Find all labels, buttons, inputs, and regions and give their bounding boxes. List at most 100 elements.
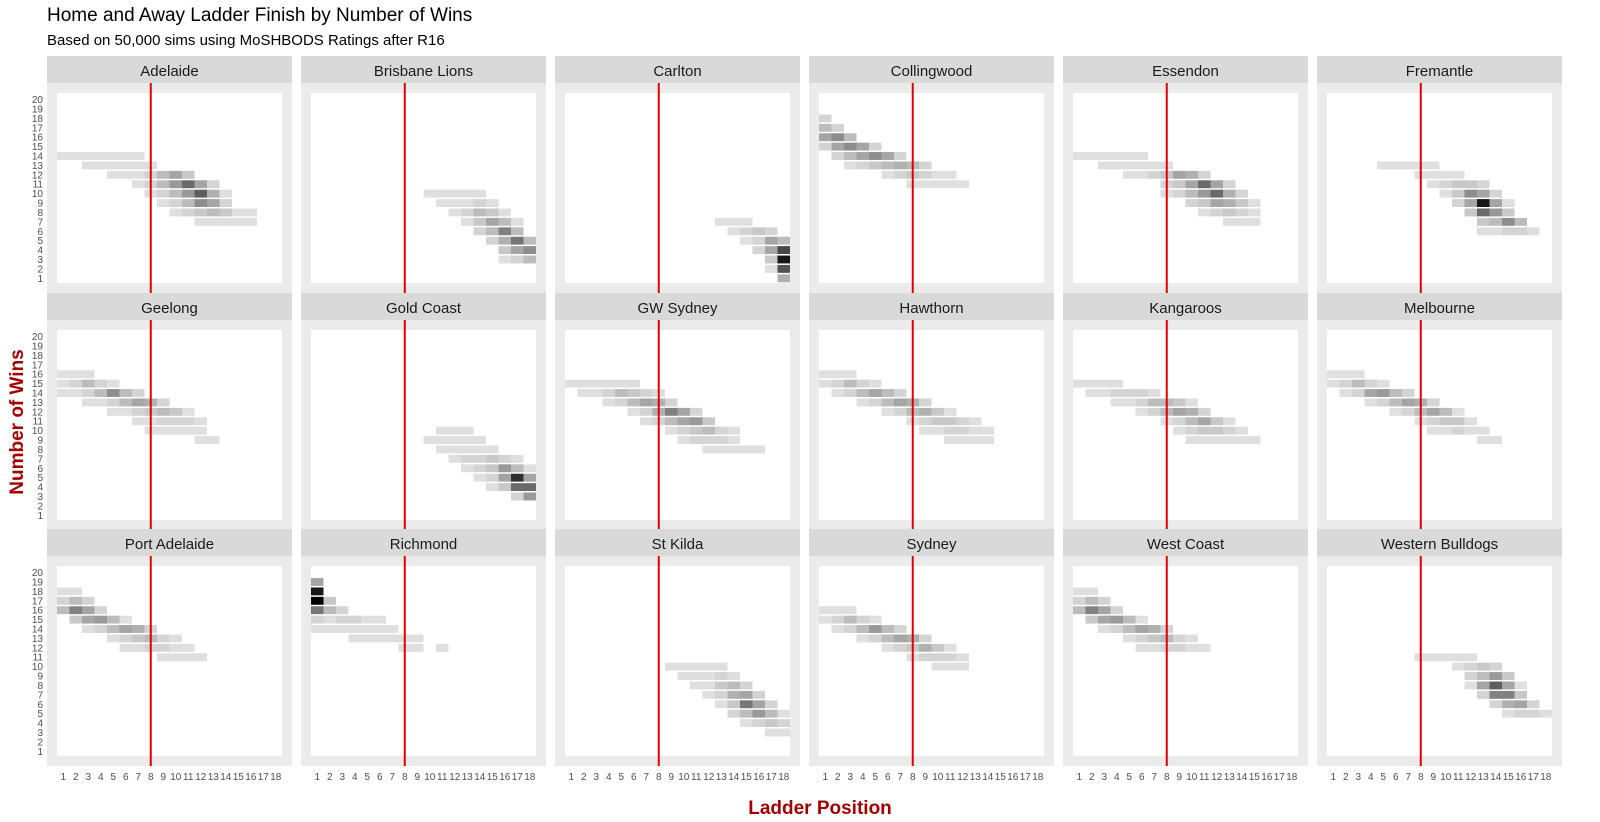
cell-richmond (373, 615, 386, 624)
cell-port-adelaide (82, 606, 95, 615)
cell-kangaroos (1185, 407, 1198, 416)
cell-sydney (869, 615, 882, 624)
cell-west-coast (1073, 587, 1086, 596)
cell-geelong (57, 379, 70, 388)
strip-essendon (1063, 56, 1308, 83)
cell-brisbane-lions (511, 246, 524, 255)
cell-west-coast (1135, 634, 1148, 643)
cell-western-bulldogs (1502, 700, 1515, 709)
cell-gw-sydney (602, 389, 615, 397)
cell-brisbane-lions (448, 199, 461, 207)
cell-fremantle (1489, 189, 1502, 198)
cell-fremantle (1477, 217, 1490, 226)
x-tick-label: 16 (1515, 772, 1527, 783)
cell-western-bulldogs (1514, 690, 1527, 699)
cell-essendon (1173, 170, 1186, 179)
cell-carlton (740, 217, 753, 226)
x-tick-label: 15 (995, 772, 1007, 783)
cell-sydney (819, 615, 832, 624)
cell-geelong (119, 398, 132, 407)
x-tick-label: 1 (60, 772, 66, 783)
strip-label-sydney: Sydney (906, 536, 957, 553)
x-tick-label: 16 (1261, 772, 1273, 783)
cell-essendon (1135, 152, 1148, 160)
cell-west-coast (1135, 643, 1148, 652)
cell-essendon (1110, 161, 1123, 170)
cell-port-adelaide (69, 615, 82, 624)
cell-geelong (82, 398, 95, 407)
cell-western-bulldogs (1514, 709, 1527, 718)
y-tick-label: 16 (32, 370, 44, 381)
strip-label-west-coast: West Coast (1147, 536, 1225, 553)
cell-kangaroos (1185, 436, 1198, 444)
cell-melbourne (1364, 379, 1377, 388)
cell-adelaide (119, 161, 132, 170)
cell-kangaroos (1210, 436, 1223, 444)
cell-essendon (1223, 189, 1236, 198)
cell-kangaroos (1198, 436, 1211, 444)
x-tick-label: 15 (741, 772, 753, 783)
y-tick-label: 1 (37, 747, 43, 758)
cell-carlton (777, 236, 790, 245)
cell-fremantle (1377, 161, 1390, 170)
cell-adelaide (182, 170, 195, 179)
cell-gw-sydney (615, 379, 628, 388)
cell-fremantle (1452, 199, 1465, 207)
cell-gw-sydney (702, 436, 715, 444)
cell-port-adelaide (57, 606, 70, 615)
cell-west-coast (1085, 596, 1098, 605)
cell-west-coast (1148, 634, 1161, 643)
cell-adelaide (219, 208, 232, 217)
cell-melbourne (1439, 426, 1452, 435)
cell-kangaroos (1110, 398, 1123, 407)
x-tick-label: 8 (148, 772, 154, 783)
cell-kangaroos (1110, 389, 1123, 397)
cell-essendon (1210, 189, 1223, 198)
strip-melbourne (1317, 293, 1562, 320)
cell-western-bulldogs (1477, 662, 1490, 671)
cell-west-coast (1148, 625, 1161, 633)
cell-st-kilda (715, 672, 728, 680)
cell-st-kilda (702, 681, 715, 690)
cell-richmond (311, 615, 324, 624)
y-tick-label: 13 (32, 634, 44, 645)
strip-label-gold-coast: Gold Coast (386, 300, 462, 317)
cell-sydney (856, 634, 869, 643)
cell-western-bulldogs (1477, 681, 1490, 690)
cell-melbourne (1464, 417, 1477, 426)
x-tick-label: 1 (1076, 772, 1082, 783)
cell-gw-sydney (677, 407, 690, 416)
cell-west-coast (1110, 615, 1123, 624)
cell-collingwood (956, 180, 969, 189)
cell-gold-coast (473, 445, 486, 454)
cell-gold-coast (486, 454, 499, 463)
y-tick-label: 12 (32, 643, 44, 654)
cell-richmond (311, 625, 324, 633)
cell-kangaroos (1098, 389, 1111, 397)
cell-collingwood (844, 161, 857, 170)
cell-fremantle (1464, 189, 1477, 198)
cell-port-adelaide (107, 634, 120, 643)
y-tick-label: 19 (32, 577, 44, 588)
cell-port-adelaide (157, 643, 170, 652)
cell-fremantle (1427, 180, 1440, 189)
cell-gw-sydney (690, 407, 703, 416)
cell-richmond (336, 615, 349, 624)
cell-adelaide (182, 180, 195, 189)
x-tick-label: 7 (1151, 772, 1157, 783)
cell-hawthorn (881, 407, 894, 416)
cell-melbourne (1352, 370, 1365, 379)
cell-melbourne (1327, 379, 1340, 388)
cell-gw-sydney (565, 379, 578, 388)
x-tick-label: 9 (668, 772, 674, 783)
cell-hawthorn (919, 407, 932, 416)
x-tick-label: 4 (98, 772, 104, 783)
x-tick-label: 5 (872, 772, 878, 783)
x-tick-label: 6 (631, 772, 637, 783)
cell-gold-coast (511, 483, 524, 492)
x-tick-label: 9 (922, 772, 928, 783)
y-tick-label: 7 (37, 217, 43, 228)
y-tick-label: 6 (37, 700, 43, 711)
x-tick-label: 14 (1490, 772, 1502, 783)
cell-essendon (1198, 208, 1211, 217)
